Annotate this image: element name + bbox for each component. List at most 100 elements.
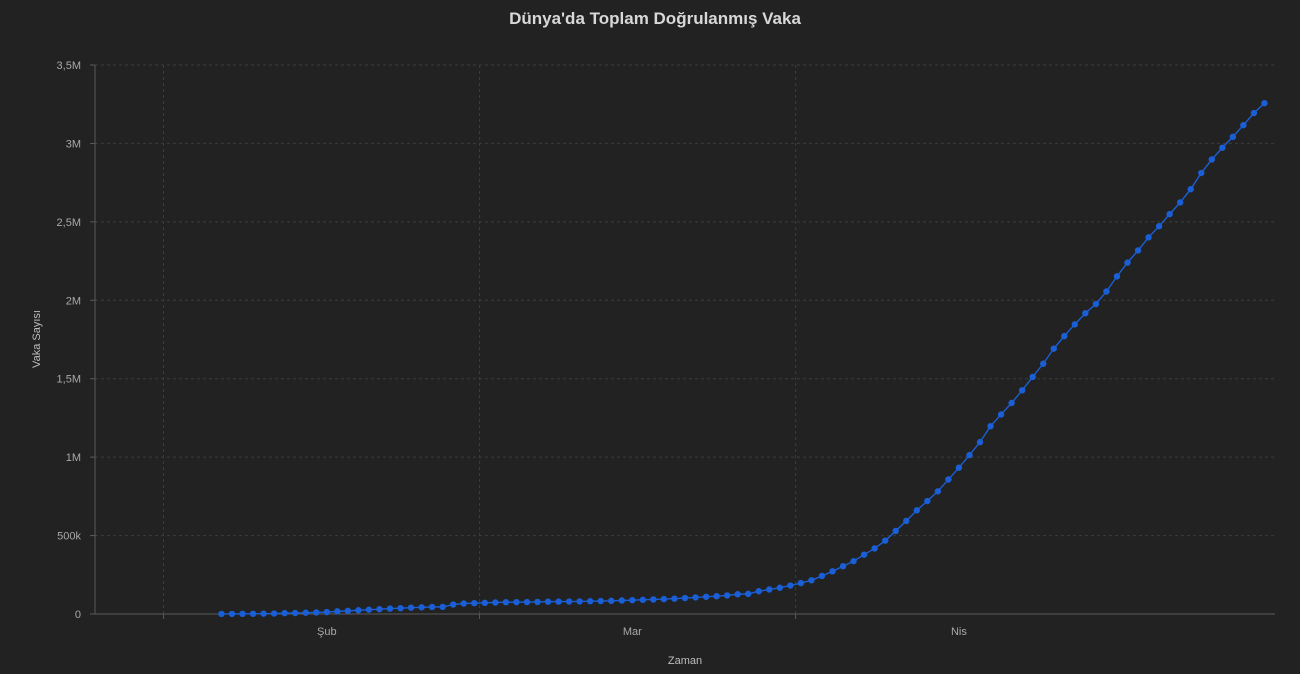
data-point [502,599,510,606]
data-point [808,577,815,584]
data-point [492,599,499,606]
data-point [302,609,309,616]
y-tick-label: 500k [57,531,81,543]
data-point [386,605,394,612]
x-axis-label: Zaman [668,655,702,667]
data-point [1155,223,1163,230]
data-point [1103,288,1110,295]
data-point [260,610,267,617]
data-point [323,608,330,616]
data-point [1008,399,1015,407]
data-point [1261,99,1268,107]
data-point [903,517,910,525]
data-point [397,604,404,612]
data-point [1187,185,1194,193]
data-point [660,595,668,603]
data-point [439,603,446,611]
data-point [671,595,678,602]
data-point [1018,387,1026,394]
data-point [966,451,973,459]
data-point [608,597,615,605]
data-point [428,603,436,611]
data-point [692,594,699,601]
data-point [702,593,710,600]
data-point [829,568,836,575]
data-point [976,438,984,446]
data-point [523,598,531,606]
x-tick-label: Nis [951,626,967,638]
data-point [639,596,647,604]
y-tick-label: 3,5M [57,60,81,72]
data-point [1219,144,1226,151]
data-point [513,598,520,606]
data-point [1208,156,1215,163]
data-point [597,597,604,605]
data-point [291,609,299,617]
data-point [987,422,994,430]
data-point [1198,169,1205,177]
data-point [471,599,478,607]
series-line [221,102,1265,615]
data-point [270,610,278,617]
data-point [334,608,341,615]
chart-title: Dünya'da Toplam Doğrulanmış Vaka [509,9,801,28]
data-point [892,527,899,535]
data-point [1050,345,1057,352]
data-point [818,572,826,580]
data-point [997,411,1005,418]
data-point [281,609,288,617]
data-point [355,607,362,614]
data-point [228,610,236,618]
data-point [945,476,952,483]
data-point [1229,133,1237,141]
y-tick-label: 3M [66,138,81,150]
data-point [797,579,805,587]
data-point [776,584,784,591]
x-tick-label: Mar [623,626,642,638]
data-point [1145,234,1152,241]
data-point [1082,310,1089,317]
data-point [1134,247,1142,254]
data-point [586,598,594,605]
data-point [924,497,931,505]
data-point [1250,109,1258,117]
grid [95,64,1275,614]
data-point [555,598,562,605]
data-point [1240,121,1247,129]
axes: 0 500k 1M 1,5M 2M 2,5M 3M 3,5M Şub Mar Nis [57,60,1275,638]
y-tick-label: 1,5M [57,374,81,386]
data-point [1166,210,1173,218]
data-point [565,598,573,605]
data-point [734,591,741,598]
data-point [218,610,225,618]
data-point [881,537,889,544]
data-point [723,592,731,599]
x-tick-label: Şub [317,626,337,638]
data-point [481,599,489,607]
data-point [544,598,552,605]
data-point [313,609,320,616]
data-point [407,604,415,611]
series [218,99,1268,618]
data-point [1029,373,1036,381]
data-point [1071,321,1079,328]
data-point [344,607,352,615]
y-tick-label: 0 [75,609,81,621]
y-axis-label: Vaka Sayısı [31,310,43,368]
data-point [681,594,689,602]
data-point [1061,332,1068,340]
data-point [460,600,467,607]
data-point [839,563,847,570]
y-tick-label: 1M [66,452,81,464]
data-point [745,590,752,598]
data-point [239,610,246,618]
data-point [629,596,636,604]
data-point [376,605,383,613]
y-tick-label: 2M [66,295,81,307]
data-point [871,545,878,552]
data-point [1176,199,1184,206]
data-point [850,557,857,565]
data-point [1040,360,1047,367]
